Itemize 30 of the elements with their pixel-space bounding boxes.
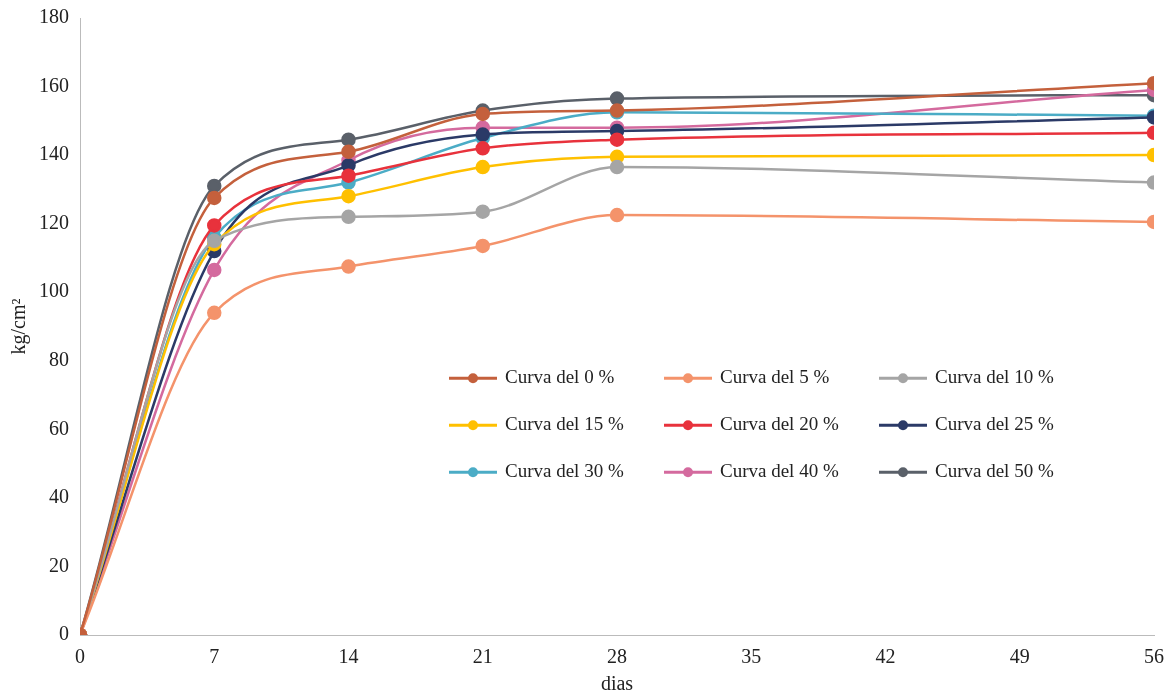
legend-label: Curva del 40 %	[720, 460, 839, 482]
legend-label: Curva del 50 %	[935, 460, 1054, 482]
x-tick-label: 28	[607, 645, 627, 668]
x-tick-label: 35	[741, 645, 762, 668]
legend-label: Curva del 0 %	[505, 366, 615, 388]
x-tick-label: 14	[338, 645, 359, 668]
legend-label: Curva del 15 %	[505, 413, 624, 435]
legend-label: Curva del 20 %	[720, 413, 839, 435]
y-tick-label: 180	[39, 5, 69, 28]
legend-label: Curva del 25 %	[935, 413, 1054, 435]
y-axis-title: kg/cm²	[7, 298, 31, 355]
x-axis-title: dias	[600, 672, 634, 695]
legend-label: Curva del 10 %	[935, 366, 1054, 388]
y-tick-label: 40	[49, 485, 69, 508]
x-tick-label: 7	[209, 645, 220, 668]
x-tick-label: 49	[1009, 645, 1030, 668]
y-tick-label: 80	[49, 348, 69, 371]
legend-label: Curva del 5 %	[720, 366, 830, 388]
y-tick-label: 120	[39, 210, 69, 233]
x-tick-label: 0	[75, 645, 85, 668]
y-tick-label: 160	[39, 73, 69, 96]
y-tick-label: 60	[49, 416, 69, 439]
x-tick-label: 56	[1144, 645, 1164, 668]
y-tick-label: 140	[39, 142, 69, 165]
legend-label: Curva del 30 %	[505, 460, 624, 482]
x-tick-label: 42	[875, 645, 896, 668]
y-tick-label: 100	[39, 279, 69, 302]
y-tick-label: 20	[49, 553, 69, 576]
y-tick-label: 0	[59, 622, 69, 645]
x-tick-label: 21	[472, 645, 493, 668]
